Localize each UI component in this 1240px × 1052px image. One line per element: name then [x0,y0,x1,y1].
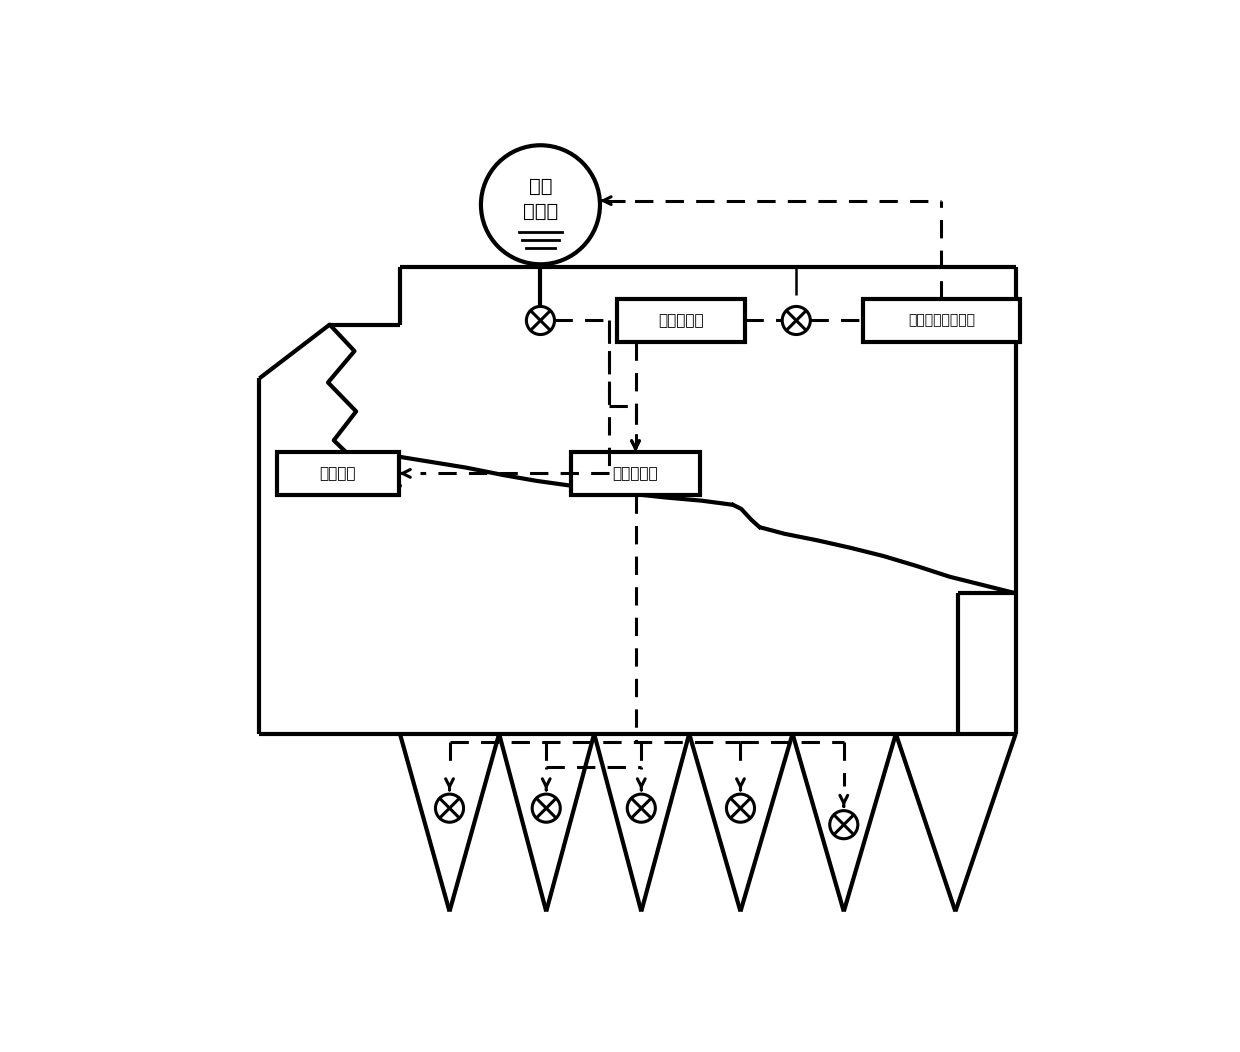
Text: 炉排速度: 炉排速度 [320,466,356,481]
Bar [277,452,399,494]
Circle shape [532,794,560,823]
Text: 保持: 保持 [528,177,552,196]
Circle shape [727,794,754,823]
Text: 出口温度场: 出口温度场 [658,313,704,328]
Circle shape [830,811,858,838]
Text: 蒸发量: 蒸发量 [523,202,558,221]
Bar [572,452,699,494]
Text: 二次风或再循环风: 二次风或再循环风 [908,313,975,327]
Circle shape [435,794,464,823]
Text: 各段供风量: 各段供风量 [613,466,658,481]
Circle shape [627,794,655,823]
Bar [618,299,745,342]
Circle shape [527,306,554,335]
Circle shape [782,306,810,335]
Circle shape [481,145,600,264]
Bar [863,299,1019,342]
